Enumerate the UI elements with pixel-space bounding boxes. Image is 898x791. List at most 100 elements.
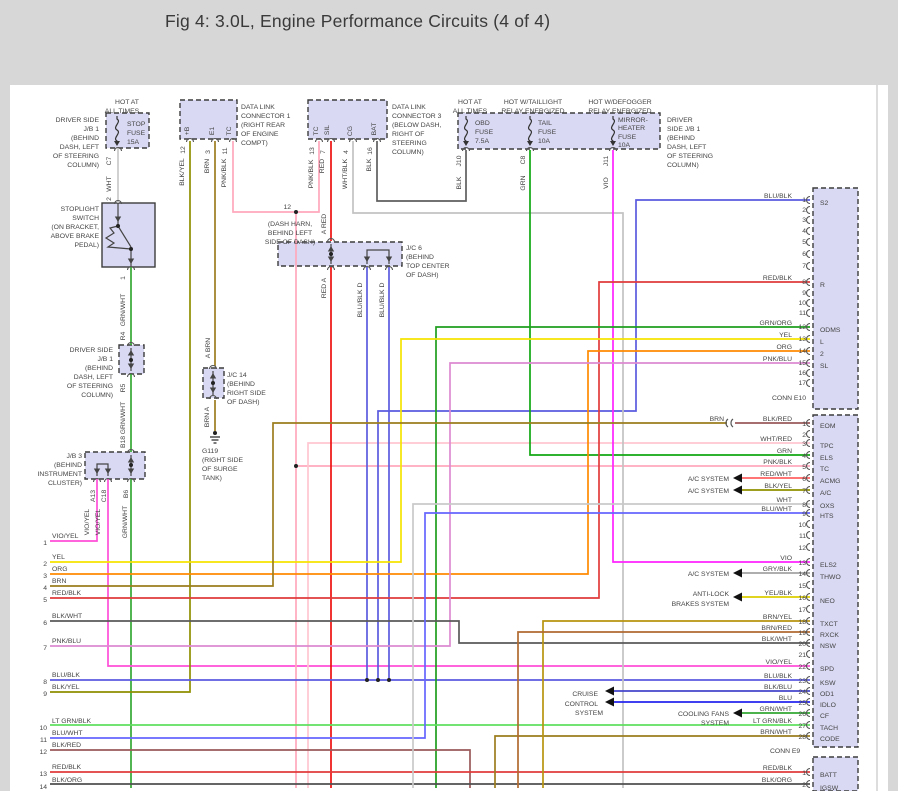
label: A13 [90,490,97,502]
wire-grn-org [435,326,810,788]
diagram-canvas [10,85,888,791]
label: CONNECTOR 3 [392,113,442,120]
label: OF SURGE [202,466,238,473]
label: BLK/WHT [52,613,82,620]
label: WHT [777,497,792,504]
label: CRUISE [572,691,598,698]
pin-arc-icon [805,346,811,356]
pin-arc-icon [805,779,811,789]
label: A/C SYSTEM [688,476,730,483]
label: SL [820,363,829,370]
pin-arc-icon [805,661,811,671]
pin-arc-icon [113,146,123,152]
label: SIDE OF DASH) [265,239,315,246]
label: 19 [798,630,806,637]
label: ORG [777,344,792,351]
junction-dot [129,463,133,467]
pin-arc-icon [805,697,811,707]
label: 10 [798,300,806,307]
wire-brn-wht [494,735,810,788]
label: OF STEERING [67,383,113,390]
pin-arc-icon [805,473,811,483]
label: 21 [798,652,806,659]
label: NSW [820,643,836,650]
label: 7 [320,150,327,154]
wire-grn [529,150,810,456]
flow-arrowhead-icon [104,468,112,474]
pin-arc-icon [228,137,238,143]
label: DASH, LEFT [60,144,99,151]
junction-dot [365,678,369,682]
label: WHT [106,176,113,191]
label: 5 [802,239,806,246]
label: 17 [798,380,806,387]
label: CLUSTER) [48,480,82,487]
label: PNK/BLK [763,459,792,466]
label: RELAY ENERGIZED [588,108,651,115]
wire-blk-wht [50,620,810,644]
label: HOT W/DEFOGGER [588,99,651,106]
label: BLK [366,158,373,171]
label: BAT [371,123,378,136]
pin-arc-icon [805,649,811,659]
junction-dot [329,252,333,256]
label: 23 [798,678,806,685]
label: J11 [603,156,610,167]
label: 4 [802,228,806,235]
junction-dot [213,431,217,435]
label: TC [226,126,233,135]
label: CONN E10 [772,395,806,402]
figure-title: Fig 4: 3.0L, Engine Performance Circuits… [165,11,551,31]
pin-arc-icon [805,358,811,368]
label: A/C SYSTEM [688,488,730,495]
label: 16 [798,595,806,602]
label: BRN/WHT [760,729,792,736]
pin-arc-icon [805,508,811,518]
label: HEATER [618,125,645,132]
label: BRN/RED [761,625,792,632]
label: VIO/YEL [766,659,793,666]
label: 25 [798,700,806,707]
label: 7 [802,263,806,270]
label: (DASH HARN, [268,221,312,228]
pin-arc-icon [805,530,811,540]
label: R [820,282,825,289]
label: 12 [798,324,806,331]
flow-arrowhead-icon [127,258,135,264]
flow-arrowhead-icon [385,256,393,262]
flow-arrowhead-icon [127,468,135,474]
label: 4 [802,453,806,460]
label: COLUMN) [392,149,424,156]
label: OF STEERING [667,153,713,160]
label: BRAKES SYSTEM [672,601,730,608]
label: 24 [798,689,806,696]
pin-arc-icon [805,418,811,428]
label: BLU/WHT [52,730,83,737]
label: SIL [324,125,331,135]
wire-blk [376,141,467,202]
wire-int [117,225,132,248]
label: FUSE [618,134,637,141]
offpage-arrow-icon [733,568,742,578]
label: SWITCH [72,215,99,222]
label: BLK/YEL [179,158,186,186]
pin-arc-icon [326,265,336,271]
label: 13 [309,147,316,155]
label: TOP CENTER [406,263,450,270]
flow-arrowhead-icon [209,387,217,393]
pin-arc-icon [805,767,811,777]
flow-arrowhead-icon [127,457,135,463]
label: BLK/YEL [52,684,80,691]
label: ACMG [820,478,840,485]
offpage-arrow-icon [733,708,742,718]
label: BRN A [204,406,211,427]
conn-e9-box [812,414,859,748]
wire-blu-blk [377,199,810,680]
label: (BEHIND [667,135,695,142]
flow-arrowhead-icon [127,350,135,356]
label: TXCT [820,621,838,628]
offpage-arrow-icon [605,697,614,707]
label: COLUMN) [67,162,99,169]
label: OF STEERING [53,153,99,160]
